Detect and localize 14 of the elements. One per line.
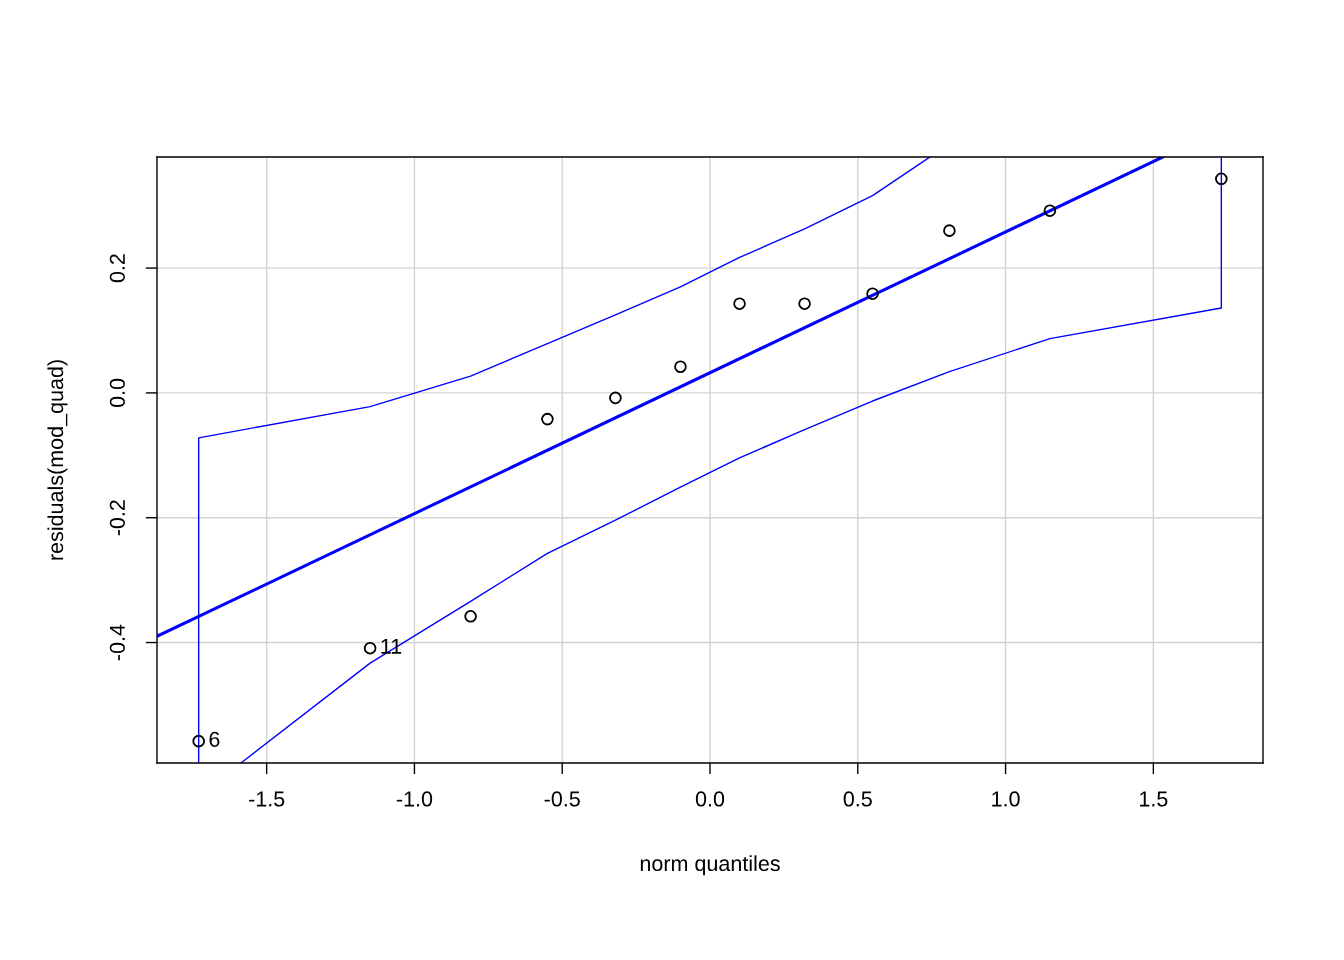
annotation: 6 xyxy=(209,731,220,747)
y-tick-label: 0.0 xyxy=(109,378,125,408)
y-tick-label: 0.2 xyxy=(109,254,125,283)
x-tick-label: -0.5 xyxy=(544,791,580,807)
y-axis-title: residuals(mod_quad) xyxy=(47,360,68,560)
x-tick-label: 1.0 xyxy=(992,791,1020,807)
y-tick-label: -0.4 xyxy=(109,624,125,661)
x-axis-title: norm quantiles xyxy=(640,855,780,876)
x-tick-label: 1.5 xyxy=(1140,791,1168,807)
x-tick-label: 0.0 xyxy=(695,791,725,807)
x-tick-label: -1.5 xyxy=(249,791,285,807)
x-tick-label: 0.5 xyxy=(843,791,872,807)
y-tick-label: -0.2 xyxy=(109,500,125,536)
x-tick-label: -1.0 xyxy=(396,791,433,807)
